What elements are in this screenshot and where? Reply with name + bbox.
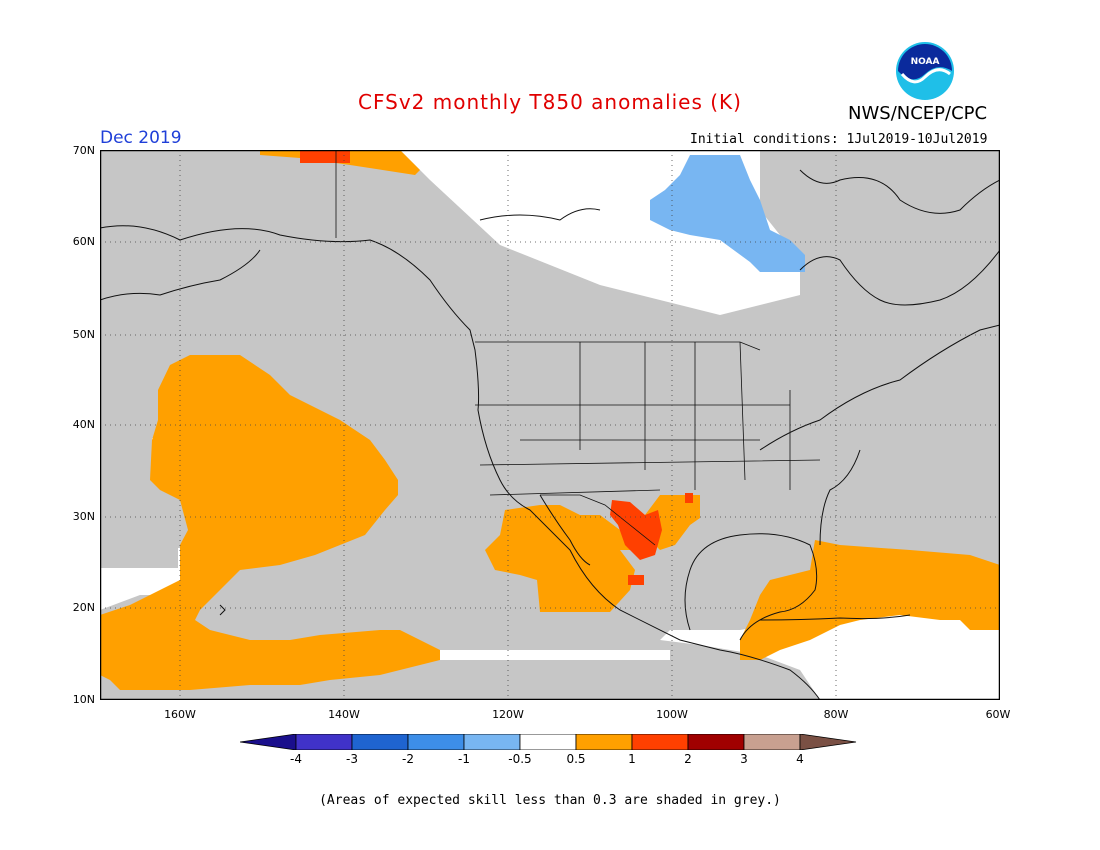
colorbar-cell [519,734,577,750]
colorbar-tick-label: 1 [628,752,636,766]
colorbar-tick-label: 3 [740,752,748,766]
lon-label-140w: 140W [328,708,360,721]
forecast-month: Dec 2019 [100,128,182,148]
colorbar-cell [631,734,689,750]
colorbar-cell [743,734,801,750]
map-title: CFSv2 monthly T850 anomalies (K) [358,90,742,114]
lat-label-70n: 70N [72,144,95,157]
lon-label-160w: 160W [164,708,196,721]
negative-anomaly-region [650,155,805,272]
lon-label-80w: 80W [823,708,849,721]
colorbar-tick-label: -3 [346,752,358,766]
colorbar-cell [407,734,465,750]
svg-text:NOAA: NOAA [911,57,940,67]
lon-label-120w: 120W [492,708,524,721]
skill-note: (Areas of expected skill less than 0.3 a… [319,793,781,808]
map-frame [100,150,1000,700]
noaa-logo-icon: NOAA [896,42,954,100]
lat-label-30n: 30N [72,510,95,523]
coastlines [100,169,1000,700]
lon-label-100w: 100W [656,708,688,721]
colorbar-cell [575,734,633,750]
lat-label-20n: 20N [72,601,95,614]
colorbar-max-arrow [799,734,857,750]
colorbar-cell [687,734,745,750]
positive-anomaly-regions [100,150,1000,690]
colorbar [240,734,857,750]
lat-label-40n: 40N [72,418,95,431]
lat-label-10n: 10N [72,693,95,706]
agency-label: NWS/NCEP/CPC [848,103,988,124]
colorbar-tick-label: 4 [796,752,804,766]
colorbar-min-arrow [240,734,297,750]
colorbar-cell [463,734,521,750]
colorbar-tick-label: -1 [458,752,470,766]
colorbar-tick-label: 0.5 [566,752,586,766]
lon-label-60w: 60W [985,708,1011,721]
colorbar-cell [351,734,409,750]
anomaly-map [100,150,1000,700]
colorbar-tick-label: 2 [684,752,692,766]
lat-label-60n: 60N [72,235,95,248]
colorbar-tick-label: -0.5 [508,752,532,766]
initial-conditions: Initial conditions: 1Jul2019-10Jul2019 [690,132,988,147]
lat-label-50n: 50N [72,328,95,341]
colorbar-cell [295,734,353,750]
political-borders [335,150,821,546]
lat-lon-gridlines [100,150,1000,700]
colorbar-tick-label: -2 [402,752,414,766]
colorbar-tick-label: -4 [290,752,302,766]
